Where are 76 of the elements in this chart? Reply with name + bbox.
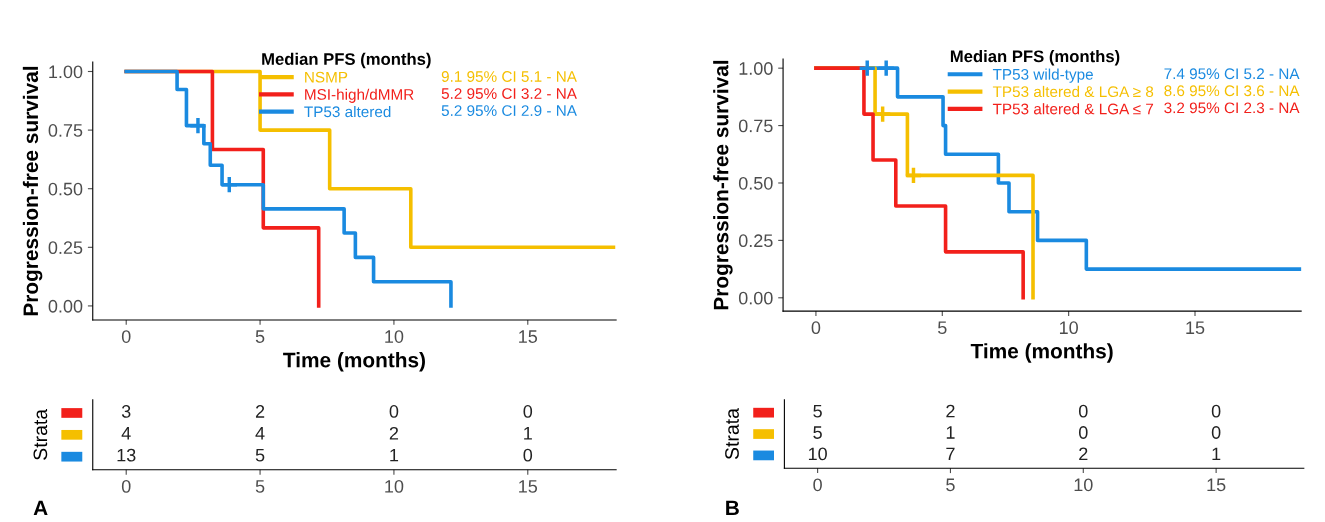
- data-label: 4: [121, 427, 131, 440]
- data-label: 5: [813, 404, 822, 418]
- y-tick-label: 1.00: [739, 62, 773, 75]
- data-label: 1: [1212, 447, 1221, 461]
- data-label: 3: [121, 405, 131, 418]
- data-label: 0: [1211, 404, 1221, 418]
- text: A: [33, 500, 48, 516]
- data-label: 0: [523, 405, 533, 418]
- y-axis-title: Progression-free survival: [713, 60, 733, 310]
- x-tick-label: 15: [1186, 321, 1205, 335]
- point: [876, 58, 896, 78]
- legend-label: TP53 altered & LGA ≥ 8: [992, 85, 1154, 98]
- legend-label: NSMP: [305, 71, 348, 83]
- annotation: 8.6 95% CI 3.6 - NA: [1164, 85, 1300, 97]
- data-label: 2: [1079, 447, 1088, 461]
- legend-label: MSI-high/dMMR: [305, 88, 414, 103]
- x-tick-label: 5: [255, 330, 265, 343]
- x-tick-label: 10: [1074, 478, 1093, 492]
- text: B: [726, 500, 739, 516]
- annotation: 5.2 95% CI 3.2 - NA: [441, 88, 577, 99]
- data-label: 4: [255, 427, 265, 440]
- x-tick-label: 5: [255, 480, 265, 493]
- y-tick-label: 0.75: [48, 124, 83, 137]
- y-tick-label: 0.75: [738, 119, 773, 133]
- point: [873, 104, 893, 124]
- x-tick-label: 15: [519, 330, 538, 343]
- data-label: 2: [946, 404, 955, 418]
- annotation: 7.4 95% CI 5.2 - NA: [1164, 68, 1300, 80]
- x-tick-label: 15: [519, 480, 538, 493]
- annotation: 9.1 95% CI 5.1 - NA: [441, 71, 577, 82]
- y-tick-label: 0.00: [48, 299, 83, 313]
- y-axis-title: Strata: [33, 408, 48, 460]
- x-tick-label: 10: [1059, 321, 1078, 335]
- point: [857, 58, 877, 78]
- data-label: 1: [524, 427, 532, 440]
- data-label: 0: [1211, 426, 1221, 439]
- data-label: 5: [255, 448, 265, 462]
- legend-label: TP53 wild-type: [992, 68, 1093, 83]
- x-axis-title: Time (months): [283, 352, 425, 372]
- x-tick-label: 0: [811, 321, 821, 335]
- data-label: 0: [389, 405, 399, 418]
- data-label: 0: [1078, 426, 1088, 439]
- y-axis-title: Strata: [725, 408, 739, 460]
- data-label: 2: [255, 405, 265, 418]
- legend-label: TP53 altered: [304, 105, 391, 118]
- annotation: 3.2 95% CI 2.3 - NA: [1164, 102, 1300, 114]
- data-label: 1: [390, 448, 399, 462]
- annotation: 5.2 95% CI 2.9 - NA: [441, 105, 577, 117]
- x-tick-label: 5: [937, 321, 947, 335]
- legend-label: TP53 altered & LGA ≤ 7: [992, 103, 1154, 115]
- data-label: 5: [813, 426, 822, 439]
- data-label: 7: [946, 447, 955, 461]
- data-label: 2: [389, 426, 399, 440]
- x-tick-label: 0: [121, 330, 131, 343]
- x-tick-label: 10: [385, 480, 404, 493]
- x-tick-label: 15: [1207, 478, 1226, 492]
- y-tick-label: 0.25: [738, 234, 773, 248]
- x-tick-label: 0: [121, 480, 131, 493]
- data-label: 10: [808, 447, 827, 461]
- y-tick-label: 0.50: [48, 182, 83, 196]
- point: [904, 166, 923, 185]
- x-axis-title: Time (months): [970, 343, 1113, 363]
- y-tick-label: 1.00: [49, 65, 83, 79]
- legend-title: Median PFS (months): [950, 49, 1120, 66]
- x-tick-label: 10: [385, 330, 404, 343]
- y-tick-label: 0.25: [48, 241, 83, 255]
- y-tick-label: 0.00: [738, 291, 773, 305]
- data-label: 0: [523, 448, 533, 462]
- x-tick-label: 0: [813, 478, 822, 492]
- x-tick-label: 5: [946, 478, 955, 492]
- data-label: 0: [1078, 404, 1088, 418]
- y-axis-title: Progression-free survival: [22, 66, 43, 316]
- legend-title: Median PFS (months): [262, 52, 431, 69]
- data-label: 13: [117, 448, 136, 462]
- data-label: 1: [946, 426, 955, 439]
- y-tick-label: 0.50: [738, 176, 773, 190]
